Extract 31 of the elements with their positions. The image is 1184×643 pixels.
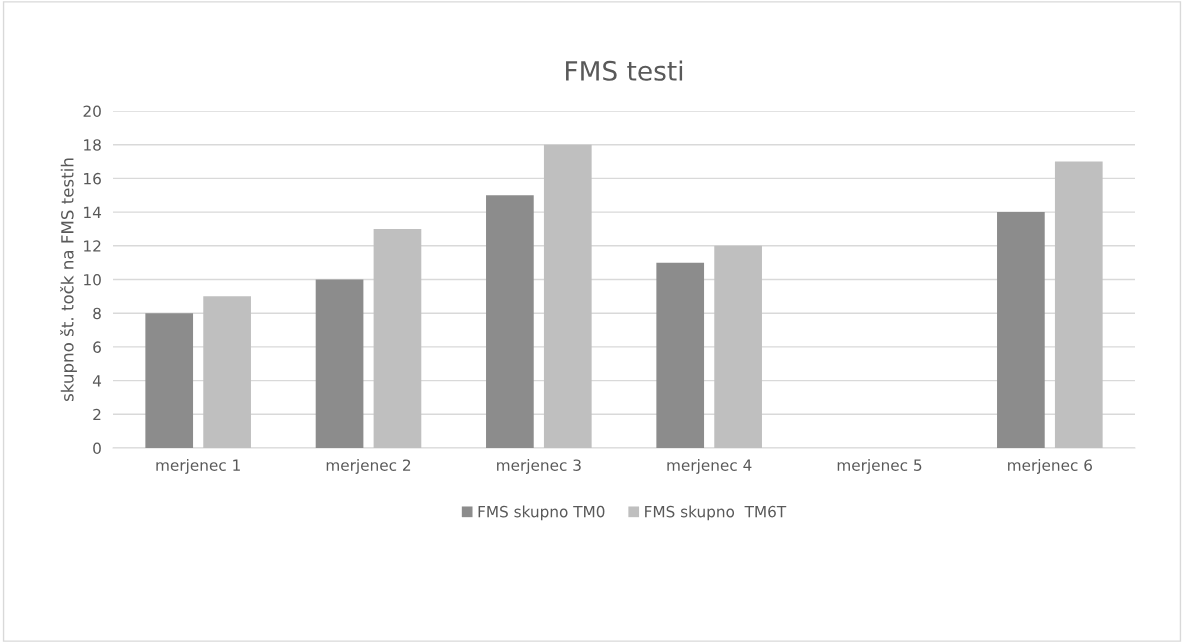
y-tick-label: 2 bbox=[93, 408, 101, 421]
y-tick-label: 12 bbox=[84, 240, 101, 252]
x-tick-label: merjenec 6 bbox=[1008, 459, 1092, 474]
y-tick-label: 0 bbox=[93, 442, 101, 455]
y-tick-label: 6 bbox=[93, 341, 101, 353]
x-tick-label: merjenec 1 bbox=[156, 459, 240, 474]
chart-title: FMS testi bbox=[566, 60, 683, 81]
bar bbox=[203, 296, 251, 448]
x-tick-label: merjenec 5 bbox=[837, 459, 922, 474]
bar bbox=[543, 144, 592, 448]
legend-label: FMS skupno TM0 bbox=[478, 505, 605, 521]
legend-label: FMS skupno TM6T bbox=[645, 505, 787, 521]
bar bbox=[1054, 161, 1103, 448]
y-tick-label: 20 bbox=[83, 105, 101, 118]
bar bbox=[373, 228, 422, 448]
bar bbox=[656, 262, 705, 448]
bar bbox=[315, 279, 364, 448]
y-tick-label: 14 bbox=[84, 206, 102, 218]
y-tick-label: 8 bbox=[93, 307, 101, 320]
bar bbox=[997, 212, 1045, 448]
bar bbox=[714, 245, 762, 448]
y-axis-title: skupno št. točk na FMS testih bbox=[60, 158, 77, 401]
y-tick-label: 18 bbox=[84, 139, 101, 151]
y-tick-label: 10 bbox=[84, 273, 101, 286]
y-tick-label: 16 bbox=[84, 172, 101, 185]
x-tick-label: merjenec 4 bbox=[667, 459, 752, 474]
y-tick-label: 4 bbox=[92, 375, 102, 387]
bar bbox=[486, 195, 534, 448]
bar bbox=[145, 313, 194, 448]
x-tick-label: merjenec 3 bbox=[497, 459, 581, 474]
x-tick-label: merjenec 2 bbox=[326, 459, 411, 474]
